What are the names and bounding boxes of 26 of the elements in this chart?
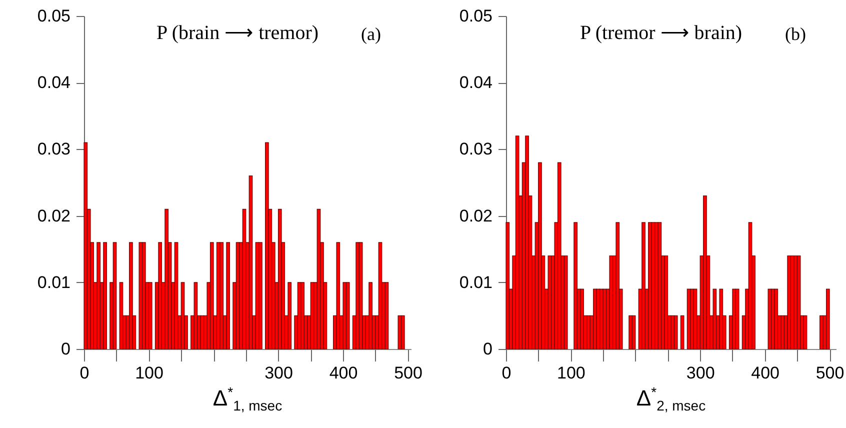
- annotation: (a): [361, 24, 381, 44]
- y-tick-label: 0: [483, 340, 492, 358]
- annotation: (b): [785, 24, 806, 44]
- x-tick-label: 100: [135, 364, 164, 382]
- y-tick-label: 0.04: [37, 73, 70, 92]
- x-tick-label: 400: [751, 364, 780, 382]
- y-tick-label: 0.01: [37, 272, 70, 292]
- x-tick-label: 400: [329, 364, 358, 382]
- y-tick-label: 0: [61, 340, 70, 358]
- x-tick-label: 500: [816, 364, 844, 382]
- x-tick-label: 300: [264, 364, 293, 382]
- y-tick-label: 0.02: [37, 206, 70, 226]
- y-tick-label: 0.04: [459, 73, 492, 92]
- x-tick-label: 500: [394, 364, 422, 382]
- x-tick-label: 0: [80, 364, 90, 382]
- y-tick-label: 0.02: [459, 206, 492, 226]
- y-tick-label: 0.05: [459, 6, 492, 26]
- x-tick-label: 100: [557, 364, 586, 382]
- x-tick-label: 0: [502, 364, 512, 382]
- y-tick-label: 0.03: [459, 140, 492, 159]
- x-tick-label: 300: [686, 364, 715, 382]
- y-tick-label: 0.05: [37, 6, 70, 26]
- y-tick-label: 0.03: [37, 140, 70, 159]
- y-tick-label: 0.01: [459, 272, 492, 292]
- chart-title: P (brain ⟶ tremor): [156, 22, 319, 44]
- chart-title: P (tremor ⟶ brain): [580, 22, 742, 44]
